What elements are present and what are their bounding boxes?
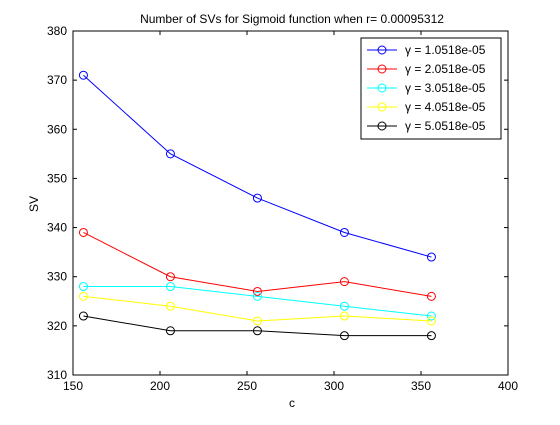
legend-entry: γ = 4.0518e-05 <box>367 100 486 114</box>
series-2 <box>78 227 436 301</box>
data-point <box>426 291 436 301</box>
data-point <box>426 252 436 262</box>
y-tick-label: 310 <box>47 368 67 382</box>
legend-marker <box>377 121 387 131</box>
data-point <box>165 301 175 311</box>
x-tick-label: 400 <box>498 379 518 393</box>
data-point <box>165 272 175 282</box>
x-tick-label: 300 <box>324 379 344 393</box>
data-point <box>339 311 349 321</box>
x-axis-ticks: 150 200 250 300 350 400 <box>63 31 518 393</box>
series-line <box>83 74 432 258</box>
y-tick-label: 360 <box>47 122 67 136</box>
y-tick-label: 320 <box>47 319 67 333</box>
legend: γ = 1.0518e-05 γ = 2.0518e-05 γ = 3.0518e-… <box>360 37 502 140</box>
legend-entry: γ = 3.0518e-05 <box>367 81 486 95</box>
legend-marker <box>377 45 387 55</box>
data-point <box>165 149 175 159</box>
x-tick-label: 350 <box>411 379 431 393</box>
series-5 <box>78 311 436 341</box>
legend-label: γ = 5.0518e-05 <box>405 119 486 133</box>
data-point <box>252 316 262 326</box>
data-point <box>78 282 88 292</box>
data-point <box>78 227 88 237</box>
y-axis-label: SV <box>27 196 41 212</box>
y-axis-ticks: 310 320 330 340 350 360 370 380 <box>47 24 508 382</box>
data-point <box>426 316 436 326</box>
y-tick-label: 330 <box>47 270 67 284</box>
data-point <box>252 286 262 296</box>
data-point <box>165 326 175 336</box>
x-axis-label: c <box>289 396 295 410</box>
data-point <box>252 193 262 203</box>
series-1 <box>78 70 436 262</box>
legend-label: γ = 2.0518e-05 <box>405 62 486 76</box>
series-line <box>83 232 432 297</box>
legend-entry: γ = 2.0518e-05 <box>367 62 486 76</box>
data-point <box>165 282 175 292</box>
y-tick-label: 350 <box>47 171 67 185</box>
data-point <box>78 291 88 301</box>
data-point <box>339 227 349 237</box>
data-point <box>339 301 349 311</box>
legend-marker <box>377 83 387 93</box>
legend-label: γ = 3.0518e-05 <box>405 81 486 95</box>
data-point <box>426 311 436 321</box>
x-tick-label: 200 <box>150 379 170 393</box>
data-point <box>78 311 88 321</box>
legend-entry: γ = 1.0518e-05 <box>367 43 486 57</box>
series-line <box>83 295 432 322</box>
series-3 <box>78 282 436 321</box>
chart-title: Number of SVs for Sigmoid function when … <box>140 12 444 26</box>
legend-entry: γ = 5.0518e-05 <box>367 119 486 133</box>
y-tick-label: 380 <box>47 24 67 38</box>
legend-marker <box>377 64 387 74</box>
series-layer <box>78 70 436 341</box>
series-line <box>83 315 432 337</box>
x-tick-label: 250 <box>237 379 257 393</box>
legend-label: γ = 1.0518e-05 <box>405 43 486 57</box>
x-tick-label: 150 <box>63 379 83 393</box>
legend-label: γ = 4.0518e-05 <box>405 100 486 114</box>
legend-marker <box>377 102 387 112</box>
data-point <box>252 326 262 336</box>
data-point <box>339 331 349 341</box>
series-line <box>83 286 432 317</box>
y-tick-label: 370 <box>47 73 67 87</box>
data-point <box>426 331 436 341</box>
series-4 <box>78 291 436 326</box>
data-point <box>252 291 262 301</box>
y-tick-label: 340 <box>47 221 67 235</box>
data-point <box>339 277 349 287</box>
data-point <box>78 70 88 80</box>
